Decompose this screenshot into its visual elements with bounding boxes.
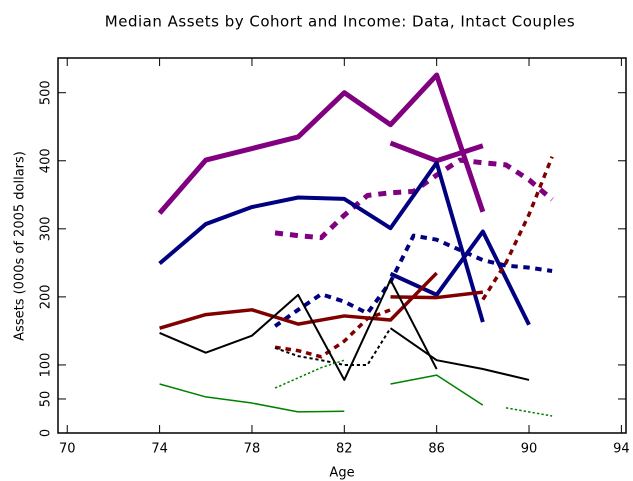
series-line: [157, 72, 486, 215]
series-line: [274, 157, 554, 241]
plot-frame: [57, 57, 627, 434]
series-line: [505, 407, 553, 417]
chart-title: Median Assets by Cohort and Income: Data…: [105, 13, 575, 31]
x-tick-label: 86: [428, 442, 445, 457]
x-tick-label: 74: [151, 442, 168, 457]
y-tick-label: 300: [39, 216, 54, 241]
x-tick-label: 78: [244, 442, 261, 457]
series-line: [274, 359, 345, 389]
series-line: [389, 140, 484, 164]
series-line: [390, 374, 484, 406]
y-axis-label: Assets (000s of 2005 dollars): [13, 151, 28, 341]
x-tick-label: 94: [613, 442, 630, 457]
x-tick-label: 70: [59, 442, 76, 457]
series-line: [159, 278, 438, 381]
y-tick-label: 50: [39, 391, 54, 408]
series-line: [158, 160, 485, 323]
series-line: [273, 233, 553, 328]
series-line: [389, 327, 530, 381]
y-tick-label: 200: [39, 284, 54, 309]
y-tick-label: 100: [39, 353, 54, 378]
series-line: [159, 271, 438, 330]
y-tick-label: 500: [39, 80, 54, 105]
x-axis-label: Age: [329, 466, 354, 481]
x-tick-label: 82: [336, 442, 353, 457]
y-tick-label: 0: [39, 429, 54, 437]
series-line: [390, 290, 484, 300]
series-line: [274, 327, 392, 366]
series-line: [389, 229, 531, 326]
x-tick-label: 90: [521, 442, 538, 457]
series-line: [481, 156, 554, 301]
series-line: [159, 383, 345, 413]
y-tick-label: 400: [39, 148, 54, 173]
